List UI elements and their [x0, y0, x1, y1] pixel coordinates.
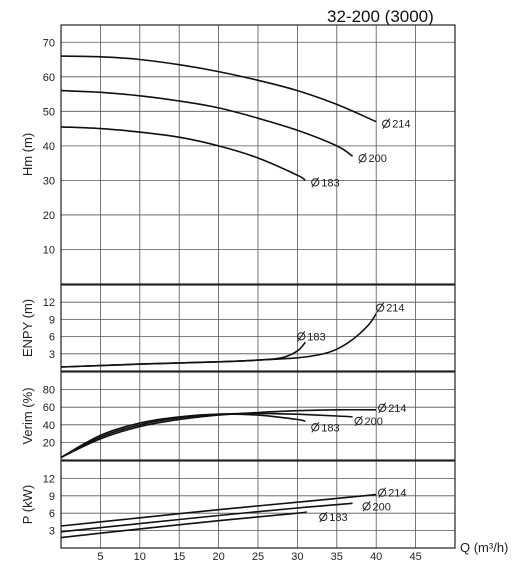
diameter-icon-slash [311, 177, 320, 188]
y-tick-label: 30 [43, 175, 55, 187]
diameter-icon-slash [378, 487, 387, 498]
y-tick-label: 20 [43, 437, 55, 449]
x-tick-label: 40 [370, 551, 382, 563]
y-tick-label: 3 [49, 349, 55, 361]
diameter-icon [376, 302, 385, 313]
x-tick-label: 15 [173, 551, 185, 563]
series-line-183 [60, 341, 306, 368]
diameter-icon-circle [362, 502, 371, 511]
series-line-214 [60, 493, 377, 527]
y-tick-label: 70 [43, 37, 55, 49]
series-label-200: 200 [365, 416, 383, 428]
diameter-icon-circle [382, 119, 391, 128]
panel-frame [60, 24, 456, 285]
x-tick-label: 30 [291, 551, 303, 563]
x-tick-label: 20 [212, 551, 224, 563]
diameter-icon-circle [311, 423, 320, 432]
series-label-200: 200 [373, 501, 391, 513]
y-tick-label: 12 [43, 297, 55, 309]
x-tick-label: 5 [97, 551, 103, 563]
diameter-icon-slash [376, 302, 385, 313]
series-label-200: 200 [369, 153, 387, 165]
panel-head: 10 20 30 40 50 60 70 Hm (m) 214 200 183 [20, 24, 456, 285]
diameter-icon-slash [311, 421, 320, 433]
diameter-icon-slash [362, 501, 371, 512]
y-tick-label: 10 [43, 244, 55, 256]
y-tick-label: 9 [49, 491, 55, 503]
y-axis-label: P (kW) [20, 485, 35, 524]
diameter-icon-circle [358, 154, 367, 163]
diameter-icon-circle [378, 488, 387, 497]
series-label-183: 183 [329, 512, 347, 524]
x-tick-label: 35 [331, 551, 343, 563]
panel-frame [60, 284, 456, 372]
diameter-icon-slash [382, 118, 391, 129]
y-axis-label: ENPY (m) [20, 299, 35, 357]
y-tick-label: 60 [43, 72, 55, 84]
diameter-icon [311, 421, 320, 433]
series-label-214: 214 [388, 403, 406, 415]
diameter-icon [354, 415, 363, 427]
y-tick-label: 6 [49, 332, 55, 344]
diameter-icon [297, 331, 306, 342]
diameter-icon [358, 152, 367, 164]
diameter-icon-circle [311, 178, 320, 187]
series-line-183 [60, 511, 308, 539]
diameter-icon-slash [319, 511, 328, 523]
diameter-icon-circle [378, 403, 387, 412]
series-line-200 [60, 412, 353, 459]
diameter-icon-circle [376, 303, 385, 312]
y-axis-label: Verim (%) [20, 387, 35, 444]
series-label-183: 183 [321, 177, 339, 189]
y-tick-label: 20 [43, 210, 55, 222]
y-axis-label: Hm (m) [20, 133, 35, 176]
series-line-214 [60, 408, 377, 459]
series-line-183 [60, 413, 306, 459]
x-tick-label: 25 [252, 551, 264, 563]
y-tick-label: 40 [43, 141, 55, 153]
chart-title: 32-200 (3000) [327, 7, 434, 26]
y-tick-label: 80 [43, 385, 55, 397]
diameter-icon [382, 118, 391, 129]
y-tick-label: 9 [49, 314, 55, 326]
series-label-183: 183 [321, 422, 339, 434]
diameter-icon-slash [297, 331, 306, 342]
y-tick-label: 3 [49, 526, 55, 538]
series-label-214: 214 [386, 303, 404, 315]
diameter-icon [378, 402, 387, 414]
series-line-183 [60, 126, 306, 182]
diameter-icon [362, 501, 371, 512]
diameter-icon-circle [297, 332, 306, 341]
x-tick-label: 10 [134, 551, 146, 563]
series-line-200 [60, 502, 353, 533]
y-tick-label: 6 [49, 508, 55, 520]
y-tick-label: 60 [43, 402, 55, 414]
x-tick-label: 45 [409, 551, 421, 563]
y-tick-label: 12 [43, 473, 55, 485]
diameter-icon-circle [319, 512, 328, 522]
series-label-214: 214 [392, 119, 410, 131]
panel-efficiency: 20 40 60 80 Verim (%) 214 200 183 [20, 371, 456, 461]
diameter-icon-slash [358, 152, 367, 164]
diameter-icon [311, 177, 320, 188]
y-tick-label: 50 [43, 106, 55, 118]
series-label-214: 214 [388, 488, 406, 500]
y-tick-label: 40 [43, 420, 55, 432]
x-axis-label: Q (m³/h) [460, 540, 508, 555]
diameter-icon [378, 487, 387, 498]
panel-frame [60, 460, 456, 549]
series-line-200 [60, 89, 354, 157]
x-axis: 5 10 15 20 25 30 35 40 45 [97, 551, 421, 563]
diameter-icon [319, 511, 328, 523]
diameter-icon-slash [354, 415, 363, 427]
series-line-214 [60, 55, 377, 123]
diameter-icon-slash [378, 402, 387, 414]
diameter-icon-circle [354, 416, 363, 425]
series-label-183: 183 [307, 331, 325, 343]
panel-frame [60, 371, 456, 461]
panel-npsh: 3 6 9 12 ENPY (m) 214 183 [20, 284, 456, 372]
